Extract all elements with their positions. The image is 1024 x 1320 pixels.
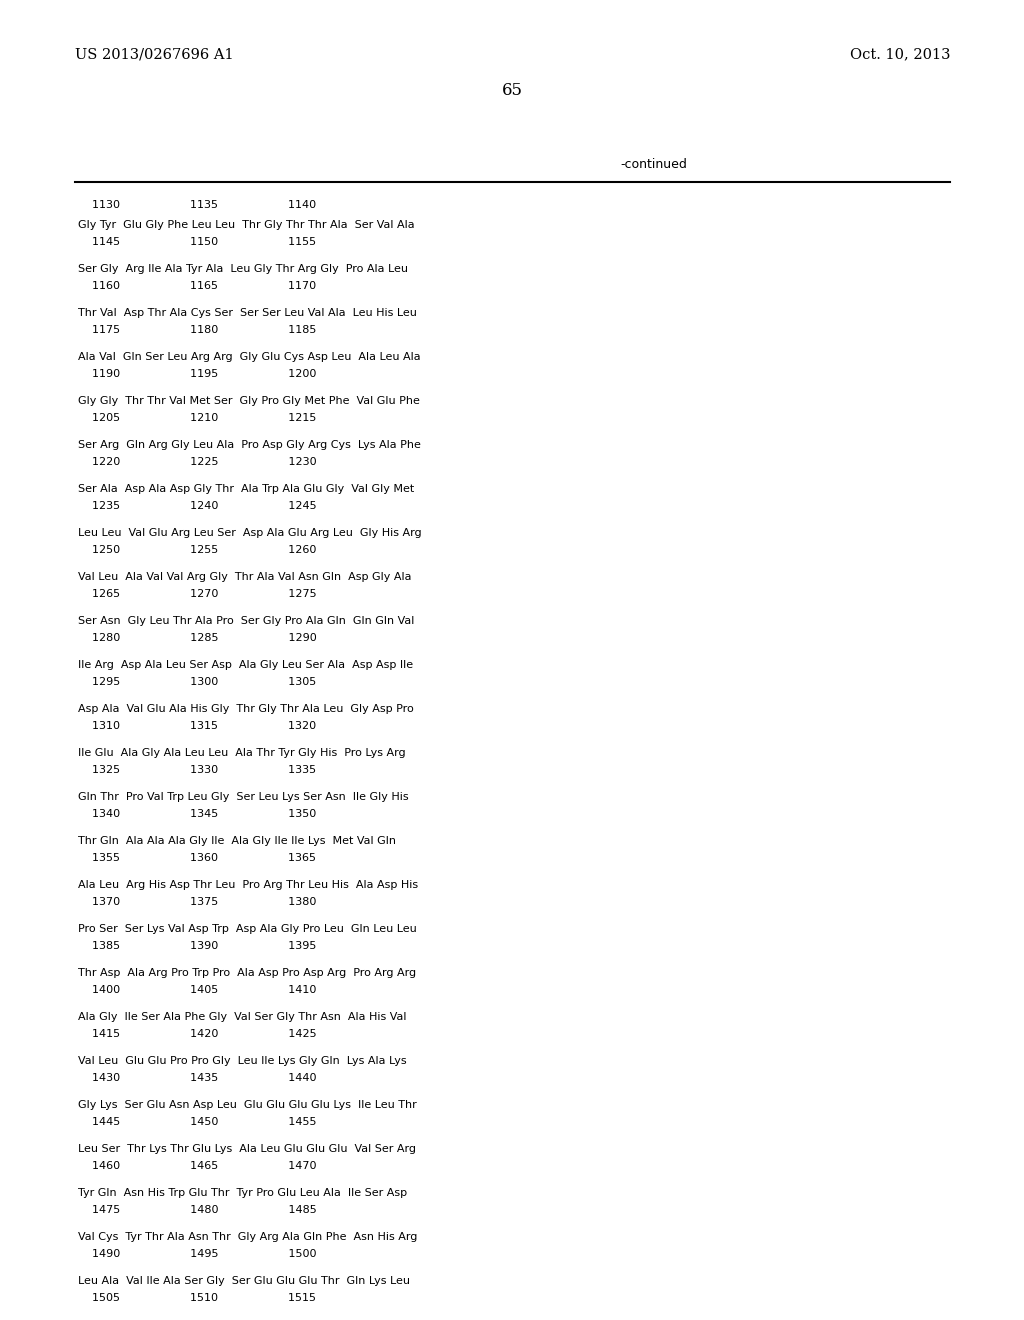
Text: Ala Leu  Arg His Asp Thr Leu  Pro Arg Thr Leu His  Ala Asp His: Ala Leu Arg His Asp Thr Leu Pro Arg Thr … bbox=[78, 880, 418, 890]
Text: Gln Thr  Pro Val Trp Leu Gly  Ser Leu Lys Ser Asn  Ile Gly His: Gln Thr Pro Val Trp Leu Gly Ser Leu Lys … bbox=[78, 792, 409, 803]
Text: Ala Val  Gln Ser Leu Arg Arg  Gly Glu Cys Asp Leu  Ala Leu Ala: Ala Val Gln Ser Leu Arg Arg Gly Glu Cys … bbox=[78, 352, 421, 362]
Text: Ile Arg  Asp Ala Leu Ser Asp  Ala Gly Leu Ser Ala  Asp Asp Ile: Ile Arg Asp Ala Leu Ser Asp Ala Gly Leu … bbox=[78, 660, 413, 671]
Text: 1190                    1195                    1200: 1190 1195 1200 bbox=[78, 370, 316, 379]
Text: Val Cys  Tyr Thr Ala Asn Thr  Gly Arg Ala Gln Phe  Asn His Arg: Val Cys Tyr Thr Ala Asn Thr Gly Arg Ala … bbox=[78, 1232, 418, 1242]
Text: Gly Lys  Ser Glu Asn Asp Leu  Glu Glu Glu Glu Lys  Ile Leu Thr: Gly Lys Ser Glu Asn Asp Leu Glu Glu Glu … bbox=[78, 1100, 417, 1110]
Text: Ser Arg  Gln Arg Gly Leu Ala  Pro Asp Gly Arg Cys  Lys Ala Phe: Ser Arg Gln Arg Gly Leu Ala Pro Asp Gly … bbox=[78, 440, 421, 450]
Text: 1370                    1375                    1380: 1370 1375 1380 bbox=[78, 898, 316, 907]
Text: Ile Glu  Ala Gly Ala Leu Leu  Ala Thr Tyr Gly His  Pro Lys Arg: Ile Glu Ala Gly Ala Leu Leu Ala Thr Tyr … bbox=[78, 748, 406, 758]
Text: 1490                    1495                    1500: 1490 1495 1500 bbox=[78, 1249, 316, 1259]
Text: 1220                    1225                    1230: 1220 1225 1230 bbox=[78, 457, 316, 467]
Text: 1460                    1465                    1470: 1460 1465 1470 bbox=[78, 1162, 316, 1171]
Text: Thr Val  Asp Thr Ala Cys Ser  Ser Ser Leu Val Ala  Leu His Leu: Thr Val Asp Thr Ala Cys Ser Ser Ser Leu … bbox=[78, 308, 417, 318]
Text: Ala Gly  Ile Ser Ala Phe Gly  Val Ser Gly Thr Asn  Ala His Val: Ala Gly Ile Ser Ala Phe Gly Val Ser Gly … bbox=[78, 1012, 407, 1022]
Text: 1280                    1285                    1290: 1280 1285 1290 bbox=[78, 634, 316, 643]
Text: 1145                    1150                    1155: 1145 1150 1155 bbox=[78, 238, 316, 247]
Text: 1505                    1510                    1515: 1505 1510 1515 bbox=[78, 1294, 316, 1303]
Text: Val Leu  Ala Val Val Arg Gly  Thr Ala Val Asn Gln  Asp Gly Ala: Val Leu Ala Val Val Arg Gly Thr Ala Val … bbox=[78, 572, 412, 582]
Text: 1295                    1300                    1305: 1295 1300 1305 bbox=[78, 677, 316, 686]
Text: Val Leu  Glu Glu Pro Pro Gly  Leu Ile Lys Gly Gln  Lys Ala Lys: Val Leu Glu Glu Pro Pro Gly Leu Ile Lys … bbox=[78, 1056, 407, 1067]
Text: 1160                    1165                    1170: 1160 1165 1170 bbox=[78, 281, 316, 290]
Text: 1205                    1210                    1215: 1205 1210 1215 bbox=[78, 413, 316, 422]
Text: 1265                    1270                    1275: 1265 1270 1275 bbox=[78, 589, 316, 599]
Text: 1130                    1135                    1140: 1130 1135 1140 bbox=[78, 201, 316, 210]
Text: 1415                    1420                    1425: 1415 1420 1425 bbox=[78, 1030, 316, 1039]
Text: Ser Gly  Arg Ile Ala Tyr Ala  Leu Gly Thr Arg Gly  Pro Ala Leu: Ser Gly Arg Ile Ala Tyr Ala Leu Gly Thr … bbox=[78, 264, 408, 275]
Text: 1475                    1480                    1485: 1475 1480 1485 bbox=[78, 1205, 316, 1214]
Text: 1445                    1450                    1455: 1445 1450 1455 bbox=[78, 1117, 316, 1127]
Text: 1430                    1435                    1440: 1430 1435 1440 bbox=[78, 1073, 316, 1082]
Text: Ser Ala  Asp Ala Asp Gly Thr  Ala Trp Ala Glu Gly  Val Gly Met: Ser Ala Asp Ala Asp Gly Thr Ala Trp Ala … bbox=[78, 484, 415, 494]
Text: Thr Gln  Ala Ala Ala Gly Ile  Ala Gly Ile Ile Lys  Met Val Gln: Thr Gln Ala Ala Ala Gly Ile Ala Gly Ile … bbox=[78, 836, 396, 846]
Text: 1400                    1405                    1410: 1400 1405 1410 bbox=[78, 985, 316, 995]
Text: Leu Ala  Val Ile Ala Ser Gly  Ser Glu Glu Glu Thr  Gln Lys Leu: Leu Ala Val Ile Ala Ser Gly Ser Glu Glu … bbox=[78, 1276, 410, 1286]
Text: 1355                    1360                    1365: 1355 1360 1365 bbox=[78, 853, 316, 863]
Text: US 2013/0267696 A1: US 2013/0267696 A1 bbox=[75, 48, 233, 61]
Text: Asp Ala  Val Glu Ala His Gly  Thr Gly Thr Ala Leu  Gly Asp Pro: Asp Ala Val Glu Ala His Gly Thr Gly Thr … bbox=[78, 704, 414, 714]
Text: Leu Ser  Thr Lys Thr Glu Lys  Ala Leu Glu Glu Glu  Val Ser Arg: Leu Ser Thr Lys Thr Glu Lys Ala Leu Glu … bbox=[78, 1144, 416, 1154]
Text: Gly Tyr  Glu Gly Phe Leu Leu  Thr Gly Thr Thr Ala  Ser Val Ala: Gly Tyr Glu Gly Phe Leu Leu Thr Gly Thr … bbox=[78, 220, 415, 230]
Text: Leu Leu  Val Glu Arg Leu Ser  Asp Ala Glu Arg Leu  Gly His Arg: Leu Leu Val Glu Arg Leu Ser Asp Ala Glu … bbox=[78, 528, 422, 539]
Text: 1325                    1330                    1335: 1325 1330 1335 bbox=[78, 766, 316, 775]
Text: 1235                    1240                    1245: 1235 1240 1245 bbox=[78, 502, 316, 511]
Text: Pro Ser  Ser Lys Val Asp Trp  Asp Ala Gly Pro Leu  Gln Leu Leu: Pro Ser Ser Lys Val Asp Trp Asp Ala Gly … bbox=[78, 924, 417, 935]
Text: Gly Gly  Thr Thr Val Met Ser  Gly Pro Gly Met Phe  Val Glu Phe: Gly Gly Thr Thr Val Met Ser Gly Pro Gly … bbox=[78, 396, 420, 407]
Text: -continued: -continued bbox=[620, 158, 687, 172]
Text: Tyr Gln  Asn His Trp Glu Thr  Tyr Pro Glu Leu Ala  Ile Ser Asp: Tyr Gln Asn His Trp Glu Thr Tyr Pro Glu … bbox=[78, 1188, 408, 1199]
Text: Oct. 10, 2013: Oct. 10, 2013 bbox=[850, 48, 950, 61]
Text: 65: 65 bbox=[502, 82, 522, 99]
Text: Ser Asn  Gly Leu Thr Ala Pro  Ser Gly Pro Ala Gln  Gln Gln Val: Ser Asn Gly Leu Thr Ala Pro Ser Gly Pro … bbox=[78, 616, 415, 626]
Text: Thr Asp  Ala Arg Pro Trp Pro  Ala Asp Pro Asp Arg  Pro Arg Arg: Thr Asp Ala Arg Pro Trp Pro Ala Asp Pro … bbox=[78, 968, 416, 978]
Text: 1175                    1180                    1185: 1175 1180 1185 bbox=[78, 325, 316, 335]
Text: 1385                    1390                    1395: 1385 1390 1395 bbox=[78, 941, 316, 950]
Text: 1310                    1315                    1320: 1310 1315 1320 bbox=[78, 721, 316, 731]
Text: 1340                    1345                    1350: 1340 1345 1350 bbox=[78, 809, 316, 818]
Text: 1250                    1255                    1260: 1250 1255 1260 bbox=[78, 545, 316, 554]
